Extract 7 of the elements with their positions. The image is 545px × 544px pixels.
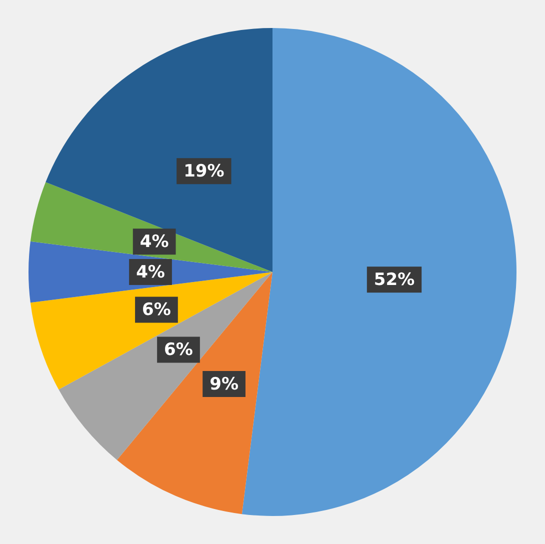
- data-label: 4%: [136, 262, 165, 282]
- data-label: 52%: [374, 270, 415, 290]
- data-label: 6%: [142, 300, 171, 320]
- data-label: 4%: [140, 232, 169, 252]
- data-label: 9%: [210, 374, 238, 394]
- data-label: 6%: [164, 340, 193, 360]
- data-label: 19%: [184, 162, 224, 182]
